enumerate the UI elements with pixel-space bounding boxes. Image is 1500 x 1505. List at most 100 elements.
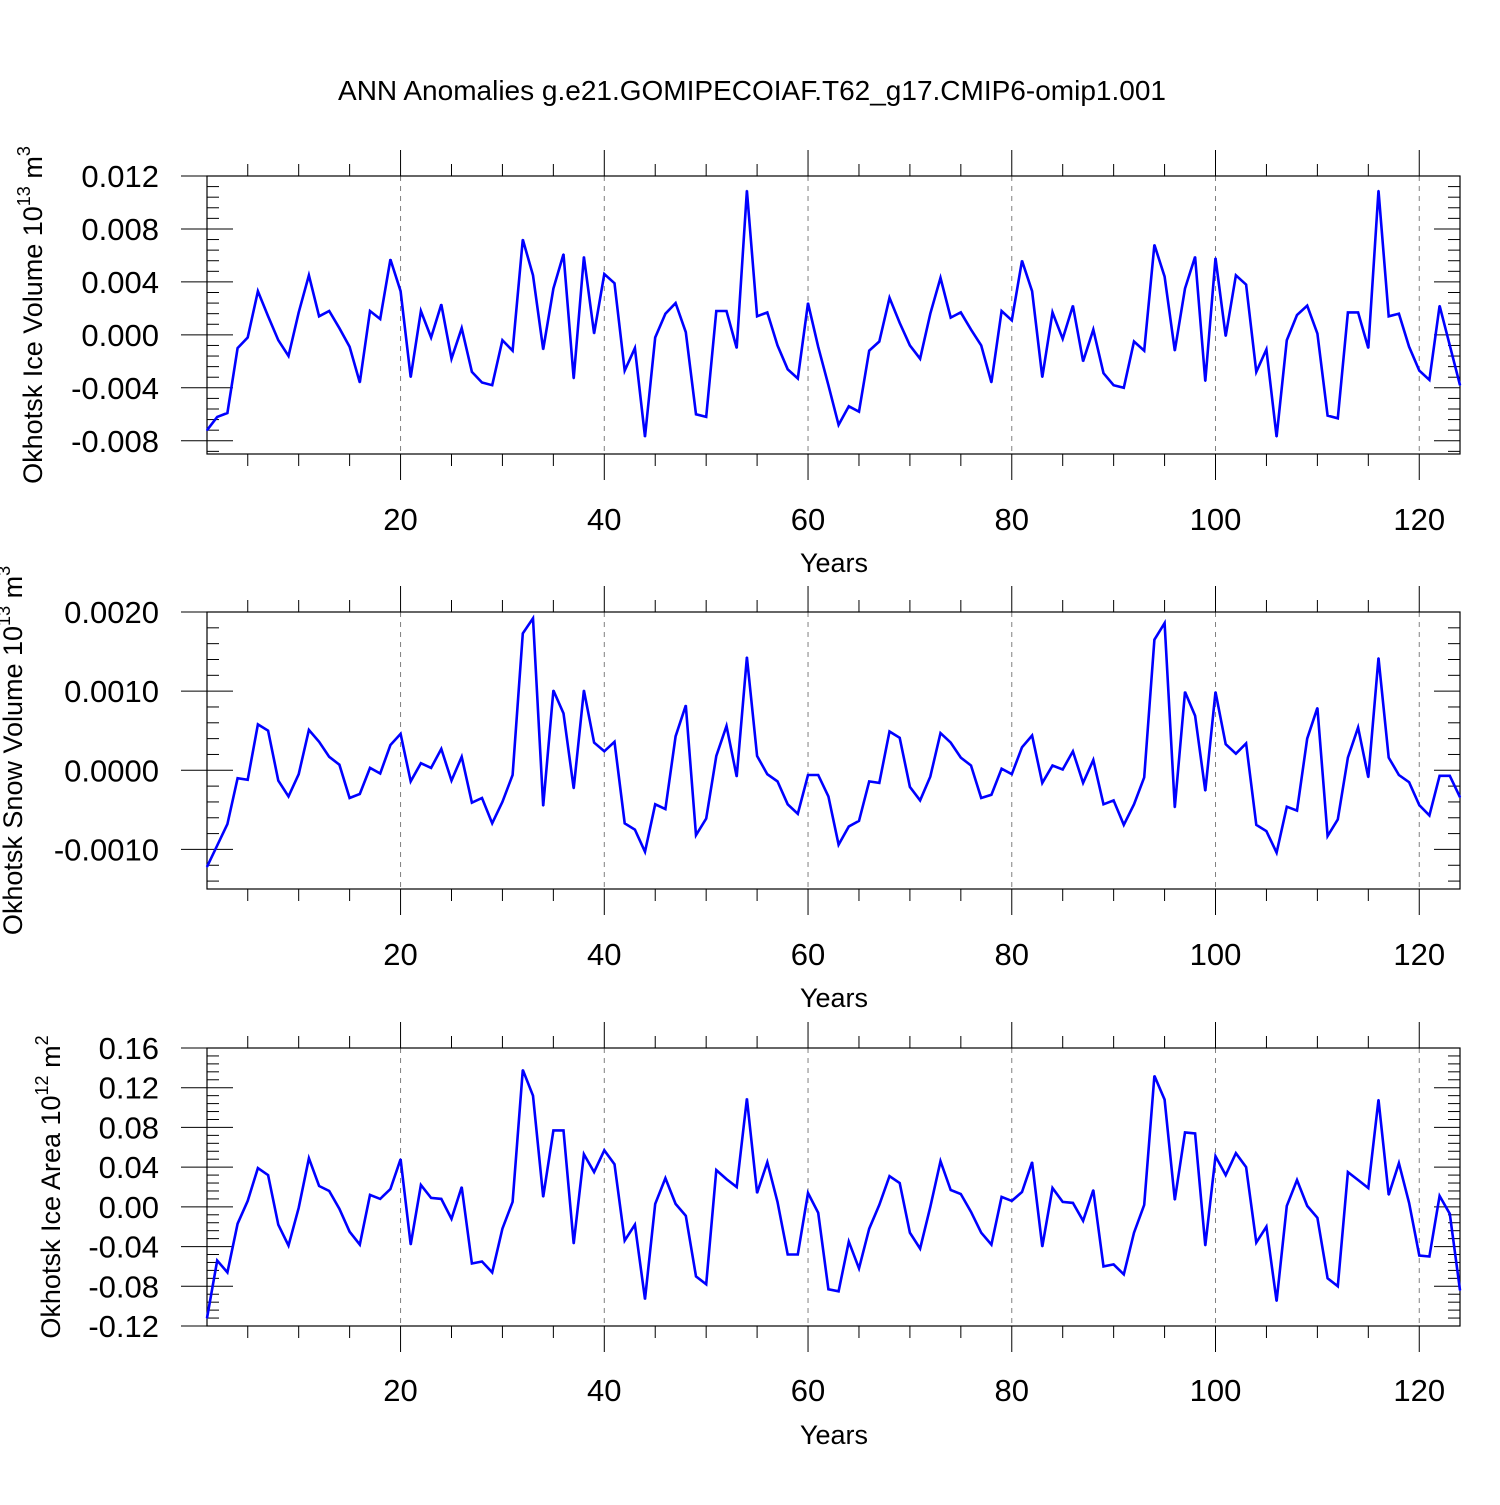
data-point — [1204, 790, 1207, 792]
data-point — [705, 817, 707, 820]
panel-ice-area: 20 40 60 80 100 120 -0.12 -0.08 -0.04 0.00 0.04 0.0… — [32, 1022, 1462, 1450]
data-point — [216, 844, 218, 847]
data-point — [277, 1223, 280, 1226]
y-label-text: m — [18, 156, 48, 186]
data-point — [297, 773, 300, 776]
data-point — [1275, 851, 1278, 854]
data-point — [807, 1192, 809, 1194]
data-point — [1316, 706, 1319, 709]
data-point — [1021, 746, 1023, 749]
y-tick-label: -0.008 — [71, 424, 159, 459]
data-point — [827, 384, 830, 386]
series-line — [205, 614, 1462, 868]
panel-snow-volume: 20 40 60 80 100 120 -0.0010 0.0000 0.0010 0.0020 Y… — [0, 566, 1462, 1013]
data-point — [562, 1129, 565, 1132]
data-point — [532, 1094, 534, 1097]
data-point — [1112, 1263, 1115, 1266]
data-point — [1286, 339, 1288, 341]
data-point — [409, 1243, 412, 1246]
data-point — [909, 1231, 911, 1234]
data-point — [664, 1177, 667, 1179]
data-point — [1438, 1195, 1441, 1197]
x-tick-label: 100 — [1190, 502, 1242, 537]
data-point — [206, 866, 208, 868]
data-point — [990, 381, 993, 384]
data-point — [542, 805, 544, 807]
data-point — [1387, 315, 1390, 318]
data-point — [1102, 1265, 1105, 1268]
data-point — [1143, 776, 1146, 779]
data-point — [1000, 310, 1003, 312]
y-label-superscript: 13 — [14, 186, 34, 206]
data-point — [369, 310, 371, 312]
data-point — [898, 737, 901, 739]
data-point — [1377, 189, 1380, 192]
data-point — [1173, 1199, 1176, 1201]
data-point — [1204, 380, 1207, 382]
data-point — [308, 274, 310, 277]
data-point — [644, 435, 646, 438]
data-point — [1336, 417, 1339, 420]
data-point — [1265, 348, 1268, 351]
data-point — [725, 1178, 728, 1180]
y-label-superscript: 12 — [32, 1075, 52, 1095]
data-point — [1398, 774, 1400, 776]
data-point — [1377, 657, 1380, 659]
data-point — [807, 774, 809, 776]
data-point — [318, 1185, 320, 1187]
x-tick-label: 120 — [1393, 502, 1445, 537]
data-point — [1051, 764, 1054, 767]
data-point — [450, 357, 453, 360]
data-point — [369, 767, 371, 769]
y-tick-label: 0.012 — [81, 159, 159, 194]
data-point — [980, 344, 983, 347]
data-point — [308, 729, 310, 731]
data-point — [521, 1069, 524, 1071]
y-tick-label: 0.0010 — [64, 674, 159, 709]
data-point — [1204, 1244, 1207, 1247]
data-point — [1092, 759, 1095, 761]
data-point — [1041, 782, 1044, 784]
data-point — [939, 732, 942, 734]
data-point — [277, 779, 280, 782]
data-point — [603, 273, 606, 275]
data-point — [1051, 311, 1054, 314]
data-point — [572, 1242, 575, 1245]
x-tick-label: 20 — [383, 1373, 417, 1408]
data-point — [1357, 726, 1359, 729]
y-tick-label: -0.04 — [88, 1230, 159, 1265]
data-point — [1387, 756, 1390, 759]
data-point — [246, 778, 249, 781]
y-tick-label: 0.12 — [99, 1071, 159, 1106]
x-tick-label: 120 — [1393, 937, 1445, 972]
data-point — [1173, 806, 1176, 809]
data-point — [837, 1290, 840, 1293]
y-tick-label: 0.08 — [99, 1110, 159, 1145]
data-point — [206, 429, 208, 431]
data-point — [634, 828, 636, 831]
data-point — [1153, 1075, 1156, 1077]
data-point — [949, 316, 952, 319]
data-point — [684, 1214, 687, 1217]
data-point — [1072, 750, 1074, 753]
x-tick-label: 100 — [1190, 1373, 1242, 1408]
data-point — [1418, 804, 1421, 806]
data-point — [603, 1149, 606, 1152]
data-point — [1245, 283, 1247, 286]
data-point — [613, 740, 616, 743]
data-point — [1214, 1155, 1217, 1158]
y-axis-label: Okhotsk Ice Volume 1013 m3 — [14, 146, 48, 484]
data-point — [1428, 1255, 1431, 1258]
x-tick-label: 60 — [791, 937, 825, 972]
data-point — [756, 315, 758, 318]
data-point — [766, 773, 769, 776]
data-point — [1286, 805, 1288, 808]
data-point — [878, 340, 881, 343]
y-label-text: m — [36, 1045, 66, 1075]
data-point — [1102, 803, 1105, 806]
data-point — [552, 689, 555, 692]
data-point — [919, 357, 921, 360]
data-point — [1398, 1162, 1400, 1164]
data-point — [267, 1174, 269, 1176]
data-point — [746, 1097, 748, 1100]
